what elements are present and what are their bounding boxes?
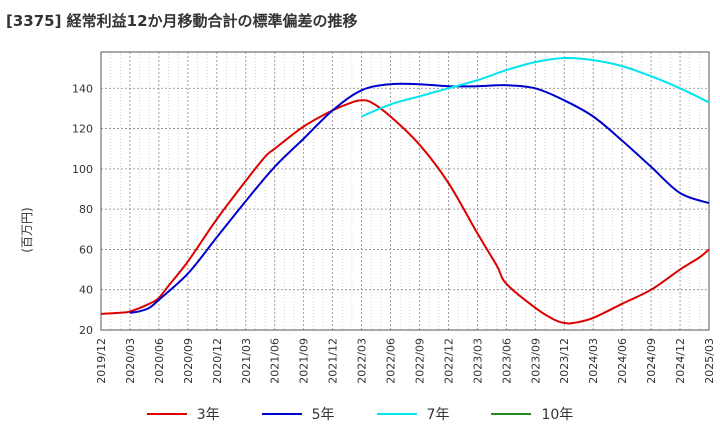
x-tick-label: 2022/12 — [442, 338, 455, 384]
x-tick-label: 2023/03 — [471, 338, 484, 384]
x-tick-label: 2020/06 — [153, 338, 166, 384]
series-line-2 — [361, 56, 710, 118]
x-tick-label: 2022/06 — [385, 338, 398, 384]
legend-item-3: 10年 — [491, 404, 573, 424]
y-tick-label: 40 — [79, 284, 93, 297]
x-tick-label: 2019/12 — [95, 338, 108, 384]
x-tick-label: 2021/03 — [240, 338, 253, 384]
legend-swatch — [491, 413, 532, 415]
x-tick-label: 2025/03 — [703, 338, 716, 384]
legend-swatch — [261, 413, 302, 415]
x-tick-label: 2024/06 — [616, 338, 629, 384]
y-tick-label: 140 — [72, 82, 93, 95]
chart-legend: 3年 5年 7年 10年 — [0, 404, 720, 424]
legend-label: 3年 — [196, 407, 220, 423]
y-tick-label: 20 — [79, 324, 93, 337]
x-tick-label: 2022/09 — [413, 338, 426, 384]
legend-swatch — [146, 413, 187, 415]
legend-label: 10年 — [541, 407, 574, 423]
legend-item-1: 5年 — [261, 404, 335, 424]
x-tick-label: 2020/12 — [211, 338, 224, 384]
legend-swatch — [376, 413, 417, 415]
x-tick-label: 2020/09 — [182, 338, 195, 384]
y-tick-label: 120 — [72, 123, 93, 136]
x-tick-label: 2021/09 — [298, 338, 311, 384]
x-tick-label: 2023/12 — [558, 338, 571, 384]
x-tick-label: 2022/03 — [356, 338, 369, 384]
x-tick-label: 2021/12 — [327, 338, 340, 384]
legend-item-2: 7年 — [376, 404, 450, 424]
x-tick-label: 2021/06 — [269, 338, 282, 384]
legend-label: 5年 — [311, 407, 335, 423]
legend-item-0: 3年 — [146, 404, 220, 424]
x-tick-label: 2024/12 — [674, 338, 687, 384]
x-tick-label: 2020/03 — [124, 338, 137, 384]
chart-title: [3375] 経常利益12か月移動合計の標準偏差の推移 — [6, 12, 358, 30]
legend-label: 7年 — [426, 407, 450, 423]
y-tick-label: 100 — [72, 163, 93, 176]
x-tick-label: 2024/03 — [587, 338, 600, 384]
x-tick-label: 2023/09 — [529, 338, 542, 384]
y-tick-label: 60 — [79, 243, 93, 256]
x-tick-label: 2024/09 — [645, 338, 658, 384]
x-tick-label: 2023/06 — [500, 338, 513, 384]
series-line-1 — [129, 82, 710, 314]
plot-border — [100, 51, 710, 331]
y-tick-label: 80 — [79, 203, 93, 216]
